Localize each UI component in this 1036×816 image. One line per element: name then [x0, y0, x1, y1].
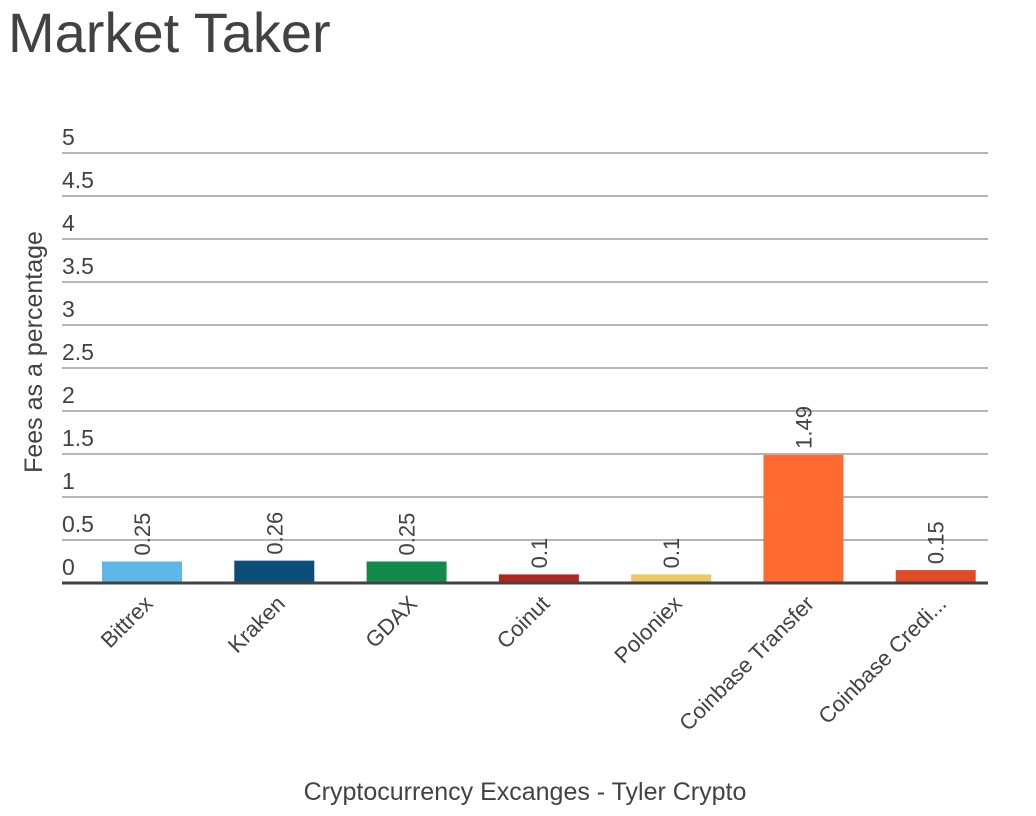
category-label: Kraken	[223, 591, 290, 658]
bar	[763, 454, 844, 583]
data-label: 0.26	[262, 512, 287, 555]
category-label: Coinbase Credi...	[813, 591, 951, 729]
y-tick-label: 2.5	[62, 339, 94, 365]
y-tick-label: 2	[62, 382, 75, 408]
bar	[498, 574, 579, 583]
y-tick-label: 4	[62, 210, 75, 236]
chart-title: Market Taker	[8, 1, 331, 64]
category-label: Poloniex	[609, 591, 686, 668]
y-tick-label: 0.5	[62, 511, 94, 537]
data-labels: 0.25 0.26 0.25 0.1 0.1 1.49 0.15	[130, 406, 949, 568]
bar	[234, 560, 315, 583]
category-label: Bittrex	[96, 591, 158, 653]
y-tick-label: 1.5	[62, 425, 94, 451]
bar	[366, 561, 447, 583]
y-axis-title: Fees as a percentage	[20, 231, 48, 473]
category-label: Coinbase Transfer	[674, 591, 819, 736]
category-label: Coinut	[492, 591, 555, 654]
x-axis-title: Cryptocurrency Excanges - Tyler Crypto	[304, 778, 747, 806]
data-label: 1.49	[791, 406, 816, 449]
y-tick-label: 5	[62, 124, 75, 150]
y-axis-ticks: 0 0.5 1 1.5 2 2.5 3 3.5 4 4.5 5	[62, 124, 94, 580]
y-tick-label: 3	[62, 296, 75, 322]
data-label: 0.15	[924, 521, 949, 564]
category-label: GDAX	[360, 591, 422, 653]
data-label: 0.25	[130, 513, 155, 556]
y-tick-label: 0	[62, 554, 75, 580]
x-axis-categories: Bittrex Kraken GDAX Coinut PoloniexCoinbase …	[96, 591, 951, 736]
gridlines	[62, 152, 988, 541]
y-tick-label: 1	[62, 468, 75, 494]
bars	[102, 454, 976, 583]
bar	[631, 574, 712, 583]
data-label: 0.25	[395, 513, 420, 556]
y-tick-label: 4.5	[62, 167, 94, 193]
bar	[102, 561, 182, 583]
data-label: 0.1	[659, 538, 684, 569]
bar	[895, 570, 976, 583]
data-label: 0.1	[527, 538, 552, 569]
y-tick-label: 3.5	[62, 253, 94, 279]
